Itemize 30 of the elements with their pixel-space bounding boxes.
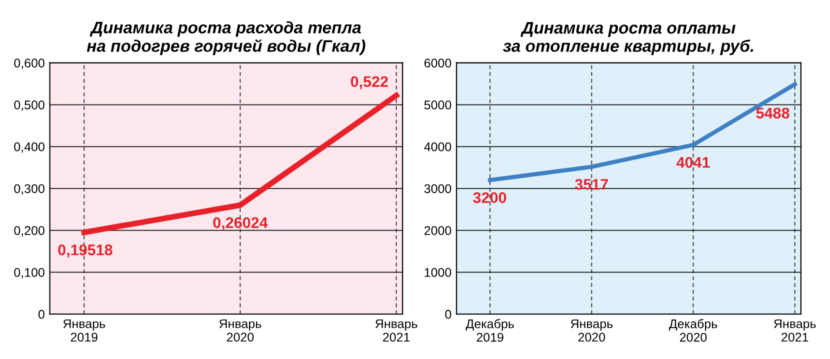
data-label: 3200 [473, 192, 506, 204]
x-tick-label: Декабрь 2020 [668, 318, 718, 342]
data-label: 0,522 [350, 76, 388, 90]
chart-title: Динамика роста оплаты за отопление квартиры, руб. [502, 22, 754, 56]
data-label: 3517 [574, 178, 608, 190]
y-tick-label: 5000 [424, 100, 452, 110]
y-tick-label: 2000 [424, 226, 452, 236]
data-label: 5488 [756, 108, 790, 119]
chart-title: Динамика роста расхода тепла на подогрев горячей воды (Гкал) [86, 21, 366, 56]
x-tick-label: Январь 2020 [219, 319, 262, 342]
y-tick-label: 6000 [424, 58, 452, 68]
x-tick-label: Январь 2020 [570, 319, 613, 342]
y-tick-label: 0,500 [14, 100, 44, 111]
data-label: 0,26024 [213, 217, 268, 230]
y-tick-label: 0,100 [14, 268, 44, 278]
y-tick-label: 3000 [424, 184, 452, 194]
x-tick-label: Январь 2019 [63, 319, 106, 342]
y-tick-label: 0 [445, 310, 452, 319]
y-tick-label: 1000 [424, 268, 452, 277]
y-tick-label: 0 [38, 310, 44, 319]
y-tick-label: 0,400 [14, 142, 44, 153]
x-tick-label: Январь 2021 [774, 319, 816, 342]
y-tick-label: 4000 [424, 142, 452, 152]
data-label: 4041 [676, 157, 710, 168]
x-tick-label: Декабрь 2019 [466, 318, 514, 342]
y-tick-label: 0,300 [14, 184, 44, 195]
data-label: 0,19518 [58, 244, 112, 258]
y-tick-label: 0,200 [14, 226, 44, 236]
x-tick-label: Январь 2021 [375, 319, 418, 342]
y-tick-label: 0,600 [14, 58, 44, 69]
